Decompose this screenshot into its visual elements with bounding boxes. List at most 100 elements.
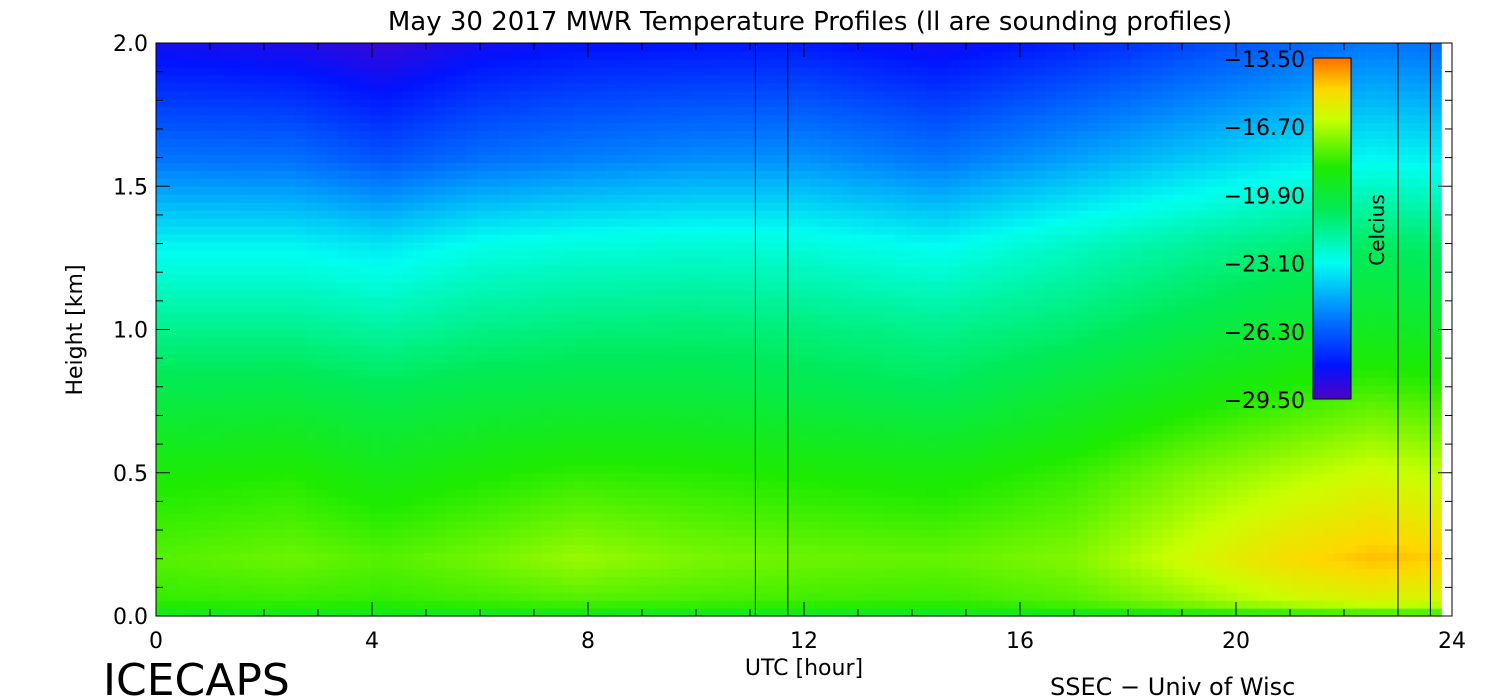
heatmap-cell (712, 289, 725, 299)
heatmap-cell (798, 106, 810, 116)
heatmap-cell (777, 114, 789, 124)
heatmap-cell (284, 432, 296, 442)
heatmap-cell (723, 257, 735, 267)
heatmap-cell (455, 353, 468, 362)
heatmap-cell (166, 329, 179, 339)
heatmap-cell (873, 265, 885, 275)
heatmap-cell (209, 448, 221, 458)
heatmap-cell (659, 536, 671, 545)
heatmap-cell (659, 146, 671, 156)
heatmap-cell (530, 114, 543, 124)
heatmap-cell (509, 464, 521, 474)
heatmap-cell (498, 584, 511, 593)
heatmap-cell (637, 241, 650, 251)
heatmap-cell (284, 210, 296, 219)
heatmap-cell (359, 488, 371, 498)
heatmap-cell (295, 241, 307, 251)
heatmap-cell (241, 472, 253, 482)
heatmap-cell (252, 114, 264, 124)
heatmap-cell (423, 321, 436, 331)
heatmap-cell (595, 552, 607, 561)
heatmap-cell (562, 456, 575, 466)
heatmap-cell (734, 114, 746, 124)
heatmap-cell (745, 82, 757, 92)
heatmap-cell (284, 226, 296, 235)
heatmap-cell (873, 106, 885, 116)
heatmap-cell (209, 82, 221, 92)
heatmap-cell (777, 90, 789, 100)
heatmap-cell (509, 353, 521, 362)
heatmap-cell (295, 440, 307, 450)
heatmap-cell (777, 74, 789, 84)
heatmap-cell (252, 162, 264, 171)
heatmap-cell (209, 122, 221, 132)
heatmap-cell (348, 584, 361, 593)
heatmap-cell (284, 440, 296, 450)
heatmap-cell (402, 337, 414, 347)
heatmap-cell (541, 361, 553, 370)
heatmap-cell (755, 82, 768, 92)
heatmap-cell (413, 552, 425, 561)
heatmap-cell (552, 369, 564, 378)
heatmap-cell (488, 377, 500, 386)
heatmap-cell (595, 170, 607, 179)
heatmap-cell (605, 592, 618, 601)
heatmap-cell (520, 560, 532, 569)
heatmap-cell (316, 178, 328, 187)
heatmap-cell (520, 122, 532, 132)
heatmap-cell (820, 289, 832, 299)
heatmap-cell (348, 146, 361, 156)
heatmap-cell (498, 226, 511, 235)
heatmap-cell (616, 146, 628, 156)
heatmap-cell (830, 608, 843, 617)
heatmap-cell (241, 353, 253, 362)
heatmap-cell (755, 146, 768, 156)
heatmap-cell (359, 425, 371, 434)
heatmap-cell (348, 257, 361, 267)
heatmap-cell (841, 82, 853, 92)
heatmap-cell (316, 257, 328, 267)
heatmap-cell (295, 226, 307, 235)
heatmap-cell (370, 456, 382, 466)
heatmap-cell (648, 345, 660, 354)
heatmap-cell (445, 417, 457, 426)
heatmap-cell (391, 536, 403, 545)
heatmap-cell (316, 265, 328, 275)
heatmap-cell (198, 154, 211, 163)
heatmap-cell (509, 528, 521, 538)
heatmap-cell (595, 234, 607, 243)
heatmap-cell (541, 552, 553, 561)
heatmap-cell (263, 528, 275, 538)
heatmap-cell (177, 401, 189, 410)
heatmap-cell (156, 488, 168, 498)
heatmap-cell (188, 289, 200, 299)
heatmap-cell (177, 560, 189, 569)
heatmap-cell (777, 496, 789, 506)
heatmap-cell (316, 432, 328, 442)
heatmap-cell (734, 425, 746, 434)
heatmap-cell (830, 520, 843, 530)
heatmap-cell (841, 504, 853, 514)
heatmap-cell (305, 528, 318, 538)
heatmap-cell (712, 321, 725, 331)
heatmap-cell (477, 432, 489, 442)
heatmap-cell (712, 369, 725, 378)
heatmap-cell (455, 194, 468, 203)
heatmap-cell (348, 90, 361, 100)
heatmap-cell (445, 289, 457, 299)
heatmap-cell (348, 313, 361, 323)
heatmap-cell (894, 393, 907, 402)
heatmap-cell (295, 218, 307, 227)
heatmap-cell (637, 281, 650, 291)
heatmap-cell (787, 273, 800, 283)
heatmap-cell (777, 409, 789, 418)
heatmap-cell (166, 50, 179, 60)
heatmap-cell (273, 202, 286, 211)
heatmap-cell (455, 568, 468, 577)
heatmap-cell (562, 50, 575, 60)
heatmap-cell (520, 74, 532, 84)
heatmap-cell (862, 504, 875, 514)
heatmap-cell (284, 560, 296, 569)
heatmap-cell (820, 178, 832, 187)
heatmap-cell (434, 98, 446, 108)
